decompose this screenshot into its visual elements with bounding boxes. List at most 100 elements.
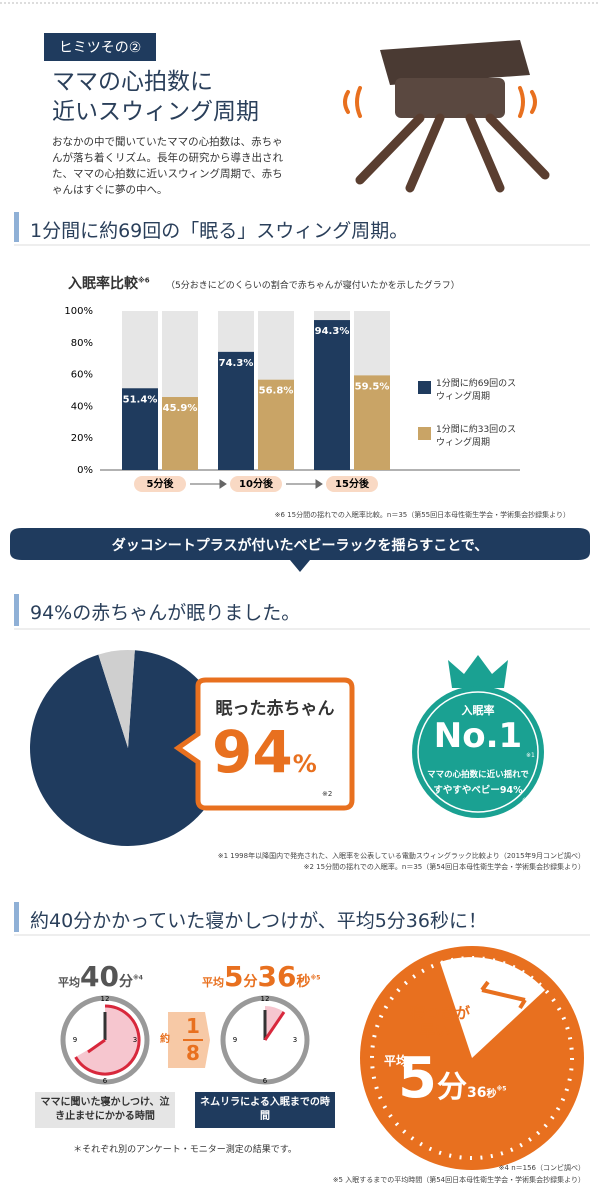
note: ※4 (132, 974, 143, 982)
value-label: 59.5% (355, 381, 390, 392)
clock1 (60, 995, 150, 1085)
callout-label: 眠った赤ちゃん (215, 699, 335, 719)
unit: 秒 (486, 1089, 497, 1100)
section-heading: 約40分かかっていた寝かしつけが、平均5分36秒に！ (30, 910, 487, 932)
badge: ヒミツその② (58, 40, 142, 56)
award-line: すやすやベビー94% (433, 785, 523, 796)
banner-bg (10, 528, 590, 572)
legend-swatch (418, 427, 431, 440)
heading-bar (14, 902, 19, 932)
big-prefix: 平均 (384, 1054, 409, 1068)
pie-slice (98, 650, 135, 748)
section-heading: 94%の赤ちゃんが眠りました。 (30, 602, 301, 624)
bar (354, 375, 390, 470)
clock-number: 6 (263, 1077, 268, 1085)
clock-number: 6 (103, 1077, 108, 1085)
footnote: ※5 入眠するまでの平均時間（第54回日本母性衛生学会・学術集会抄録集より） (332, 1176, 585, 1184)
number: 36 (257, 960, 297, 993)
product-image (343, 40, 550, 193)
callout-note: ※2 (322, 790, 333, 798)
big-clock (360, 946, 584, 1170)
caption: ママに聞いた寝かしつけ、泣き止ませにかかる時間 (40, 1097, 170, 1122)
big-line: 寝つきが (410, 1004, 471, 1022)
number: 5 (224, 960, 244, 993)
footnote: ※1 1998年以降国内で発売された、入眠率を公表している電動スウィングラック比… (217, 852, 585, 860)
award-badge (412, 655, 544, 818)
chart-title-note: ※6 (138, 276, 150, 285)
title-line: ママの心拍数に (52, 69, 213, 95)
category-pill (230, 476, 282, 492)
category-arrows (190, 479, 323, 489)
clock-number: 3 (293, 1036, 297, 1044)
legend-label: 1分間に約33回のスウィング周期 (436, 425, 517, 448)
prefix: 平均 (58, 976, 80, 989)
title-line: 近いスウィング周期 (52, 99, 259, 125)
award-top: 入眠率 (461, 704, 495, 717)
prefix: 平均 (202, 976, 224, 989)
number: 36 (466, 1085, 487, 1101)
legend-swatch (418, 381, 431, 394)
note: ※5 (496, 1085, 507, 1093)
bar (218, 351, 254, 470)
y-tick-label: 60% (71, 370, 93, 381)
x-tick-label: 5分後 (147, 477, 175, 490)
y-tick-label: 20% (71, 433, 93, 444)
callout-box (173, 677, 355, 811)
category-pill (134, 476, 186, 492)
caption-bg (195, 1092, 335, 1128)
number: 40 (80, 960, 119, 993)
caption: ネムリラによる入眠までの時間 (200, 1097, 330, 1122)
unit: 秒 (296, 974, 311, 990)
ratio-prefix: 約 (160, 1034, 170, 1045)
award-line: ママの心拍数に近い揺れで (427, 770, 529, 780)
x-tick-label: 15分後 (335, 477, 370, 490)
value-label: 74.3% (219, 358, 254, 369)
value-label: 56.8% (259, 386, 294, 397)
award-main: No.1 (433, 716, 523, 756)
number: 5 (398, 1046, 437, 1111)
y-tick-label: 100% (64, 306, 93, 317)
unit: 分 (118, 974, 133, 990)
heading-bar (14, 212, 19, 242)
ratio-den: 8 (186, 1041, 200, 1065)
ratio-num: 1 (186, 1014, 200, 1038)
legend-label: 1分間に約69回のスウィング周期 (436, 379, 517, 402)
unit: 分 (243, 974, 258, 990)
value-label: 51.4% (123, 394, 158, 405)
award-note: ※1 (526, 752, 535, 759)
footnote: ※4 n＝156（コンビ調べ） (498, 1164, 585, 1172)
clock2-label: 平均5分36秒※5 (202, 960, 320, 993)
bar (122, 388, 158, 470)
note: ※5 (310, 974, 321, 982)
x-tick-label: 10分後 (239, 477, 274, 490)
section-heading: 1分間に約69回の「眠る」スウィング周期。 (30, 220, 409, 242)
chart-title-text: 入眠率比較 (68, 276, 138, 292)
y-tick-label: 40% (71, 401, 93, 412)
bar (258, 379, 294, 470)
heading-bar (14, 594, 19, 626)
clock2 (220, 995, 310, 1085)
clock-number: 9 (73, 1036, 77, 1044)
bar (314, 320, 350, 470)
unit: 分 (436, 1070, 467, 1105)
value-label: 45.9% (163, 403, 198, 414)
clock-number: 9 (233, 1036, 237, 1044)
clock-number: 3 (133, 1036, 137, 1044)
chart-subtitle: （5分おきにどのくらいの割合で赤ちゃんが寝付いたかを示したグラフ） (166, 281, 460, 291)
big-time: 5分36秒※5 (398, 1046, 506, 1111)
footnote: ※6 15分間の揺れでの入眠率比較。n＝35（第55回日本母性衛生学会・学術集会… (274, 511, 570, 519)
badge-bg (44, 33, 156, 61)
clock1-label: 平均40分※4 (58, 960, 143, 993)
value-label: 94.3% (315, 326, 350, 337)
clock-number: 12 (261, 995, 270, 1003)
caption-bg (35, 1092, 175, 1128)
clock-number: 12 (101, 995, 110, 1003)
y-tick-label: 0% (77, 465, 93, 476)
footnote: ※2 15分間の揺れでの入眠率。n＝35（第54回日本母性衛生学会・学術集会抄録… (303, 863, 585, 871)
callout-number: 94 (212, 718, 293, 786)
big-line: 早い (420, 1022, 451, 1040)
bar (162, 397, 198, 470)
award-note: ※2 (522, 797, 531, 804)
